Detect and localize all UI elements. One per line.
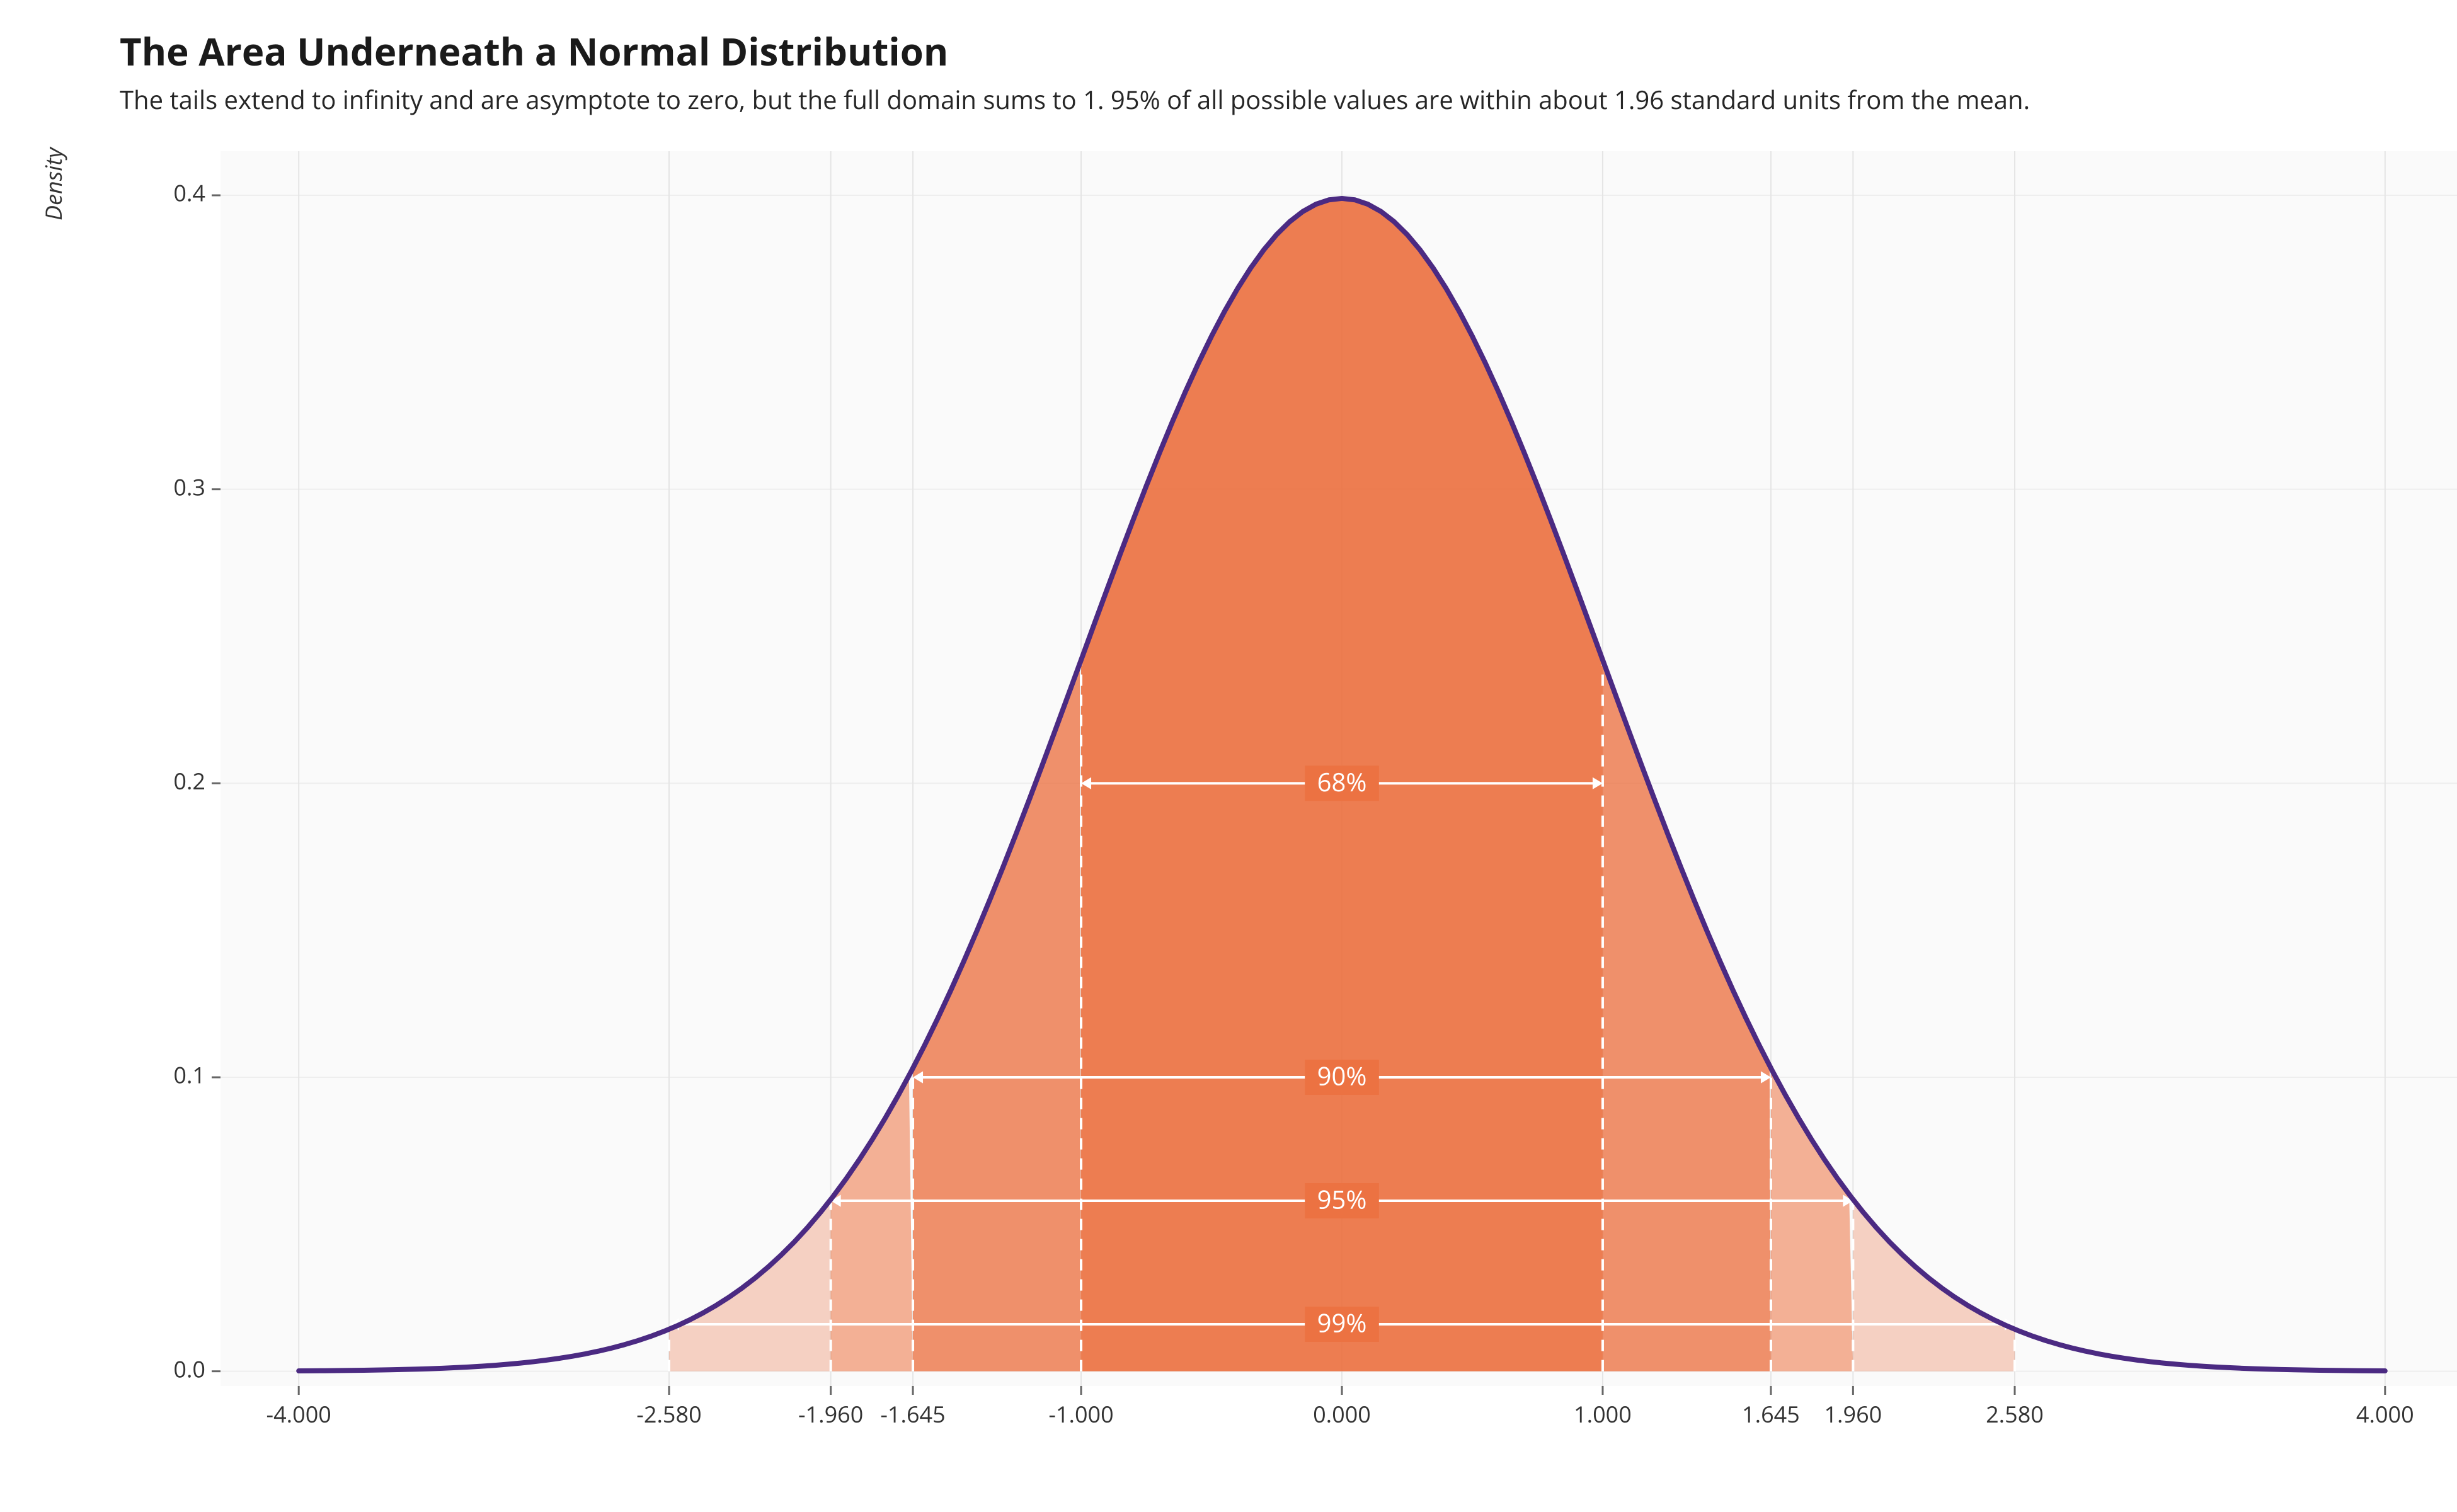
chart-title: The Area Underneath a Normal Distributio… — [120, 25, 948, 77]
chart-subtitle: The tails extend to infinity and are asy… — [120, 82, 2030, 117]
x-tick-label: 1.000 — [1574, 1399, 1632, 1429]
x-tick-label: 1.960 — [1824, 1399, 1882, 1429]
x-tick-label: -1.960 — [798, 1399, 863, 1429]
x-tick-label: 4.000 — [2356, 1399, 2414, 1429]
y-tick-label: 0.0 — [173, 1353, 205, 1384]
interval-label: 99% — [1317, 1305, 1367, 1340]
interval-label: 95% — [1317, 1182, 1367, 1217]
figure: The Area Underneath a Normal Distributio… — [0, 0, 2457, 1512]
x-tick-label: -2.580 — [636, 1399, 701, 1429]
chart-svg: 68% 90% 95% 99% 0.0 0.1 0.2 0.3 0.4 -4.000 -2.580 -… — [164, 145, 2457, 1455]
x-tick-label: 2.580 — [1986, 1399, 2044, 1429]
y-axis-label: Density — [38, 147, 69, 220]
x-tick-label: -1.645 — [880, 1399, 945, 1429]
y-tick-label: 0.4 — [173, 178, 205, 209]
x-tick-label: 1.645 — [1742, 1399, 1800, 1429]
x-tick-label: 0.000 — [1313, 1399, 1371, 1429]
y-tick-label: 0.1 — [173, 1060, 205, 1091]
x-tick-label: -1.000 — [1048, 1399, 1113, 1429]
interval-label: 90% — [1317, 1058, 1367, 1093]
plot-area: 68% 90% 95% 99% 0.0 0.1 0.2 0.3 0.4 -4.000 -2.580 -… — [164, 145, 2407, 1455]
y-tick-label: 0.3 — [173, 471, 205, 502]
interval-label: 68% — [1317, 764, 1367, 799]
y-tick-label: 0.2 — [173, 765, 205, 796]
x-tick-label: -4.000 — [266, 1399, 331, 1429]
